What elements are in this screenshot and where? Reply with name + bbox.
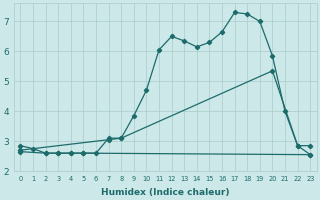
X-axis label: Humidex (Indice chaleur): Humidex (Indice chaleur)	[101, 188, 229, 197]
